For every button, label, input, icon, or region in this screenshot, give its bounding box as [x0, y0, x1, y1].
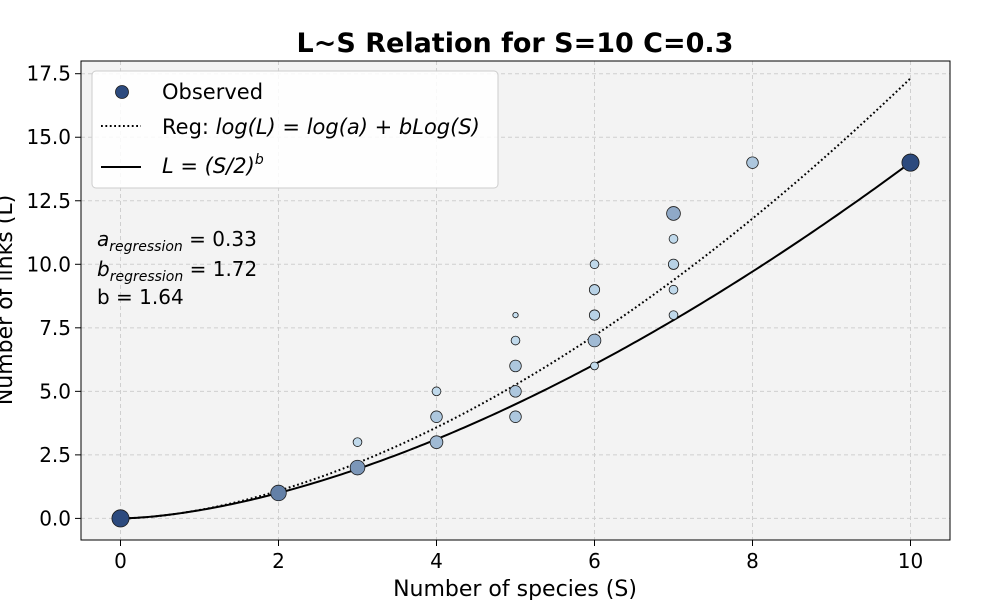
observed-point	[509, 385, 522, 398]
observed-point	[667, 258, 680, 270]
x-axis-label: Number of species (S)	[393, 577, 637, 600]
y-tick-label: 7.5	[39, 316, 71, 340]
observed-point	[901, 153, 920, 172]
observed-point	[352, 437, 363, 447]
x-tick-label: 6	[588, 549, 601, 573]
annotation-b-regression: bregression = 1.72	[97, 257, 257, 285]
regression-curve	[120, 77, 912, 520]
y-tick-label: 15.0	[26, 125, 71, 149]
lines	[120, 77, 912, 520]
legend-power-label: L = (S/2)b	[162, 152, 264, 178]
y-axis-label: Number of links (L)	[0, 195, 18, 405]
observed-point	[431, 386, 442, 397]
chart-title: L~S Relation for S=10 C=0.3	[297, 28, 734, 59]
x-tick-label: 2	[272, 549, 285, 573]
observed-point	[111, 509, 130, 528]
legend-power-exponent: b	[255, 152, 264, 168]
legend-regression-prefix: Reg:	[162, 115, 216, 139]
observed-point	[589, 259, 600, 270]
observed-point	[429, 435, 444, 449]
observed-point	[668, 284, 679, 295]
legend: Observed Reg: log(L) = log(a) + bLog(S) …	[91, 70, 499, 189]
y-tick-label: 5.0	[39, 379, 71, 403]
observed-point	[590, 361, 599, 371]
y-tick-label: 12.5	[26, 189, 71, 213]
observed-point	[509, 359, 522, 373]
x-tick-label: 0	[114, 549, 127, 573]
y-tick-label: 2.5	[39, 443, 71, 467]
y-tick-label: 0.0	[39, 506, 71, 530]
annotation-b-subscript: regression	[110, 269, 184, 285]
observed-point	[588, 309, 601, 321]
observed-point	[588, 284, 601, 296]
legend-observed-marker	[115, 85, 129, 99]
power-law-curve	[120, 161, 912, 520]
observed-point	[587, 333, 602, 348]
x-tick-label: 10	[898, 549, 923, 573]
annotation-b-value: = 1.72	[183, 257, 257, 281]
legend-regression-label: Reg: log(L) = log(a) + bLog(S)	[162, 115, 480, 139]
observed-point	[666, 206, 681, 221]
observed-point	[746, 156, 759, 169]
x-tick-label: 8	[746, 549, 759, 573]
legend-power-formula: L = (S/2)	[162, 154, 255, 178]
plot-frame	[80, 60, 951, 541]
observed-point	[509, 410, 522, 423]
annotation-a-subscript: regression	[109, 239, 183, 255]
observed-point	[668, 234, 679, 244]
observed-point	[512, 312, 519, 319]
annotation-a-regression: aregression = 0.33	[97, 227, 257, 255]
legend-box	[91, 70, 499, 189]
y-tick-label: 17.5	[26, 62, 71, 86]
ticks: 0 2 4 6 8 10 0.0 2.5 5.0 7.5 10.0 12.5 15.0 17.5	[26, 62, 923, 573]
annotation-b-power: b = 1.64	[97, 285, 184, 309]
legend-regression-formula: log(L) = log(a) + bLog(S)	[216, 115, 480, 139]
observed-point	[668, 310, 679, 320]
y-tick-label: 10.0	[26, 252, 71, 276]
observed-point	[349, 459, 366, 476]
x-tick-label: 4	[430, 549, 443, 573]
observed-point	[430, 410, 443, 423]
observed-point	[270, 484, 287, 502]
annotation-a-value: = 0.33	[183, 227, 257, 251]
legend-observed-label: Observed	[162, 80, 263, 104]
scatter-points	[111, 153, 920, 528]
observed-point	[510, 335, 521, 346]
